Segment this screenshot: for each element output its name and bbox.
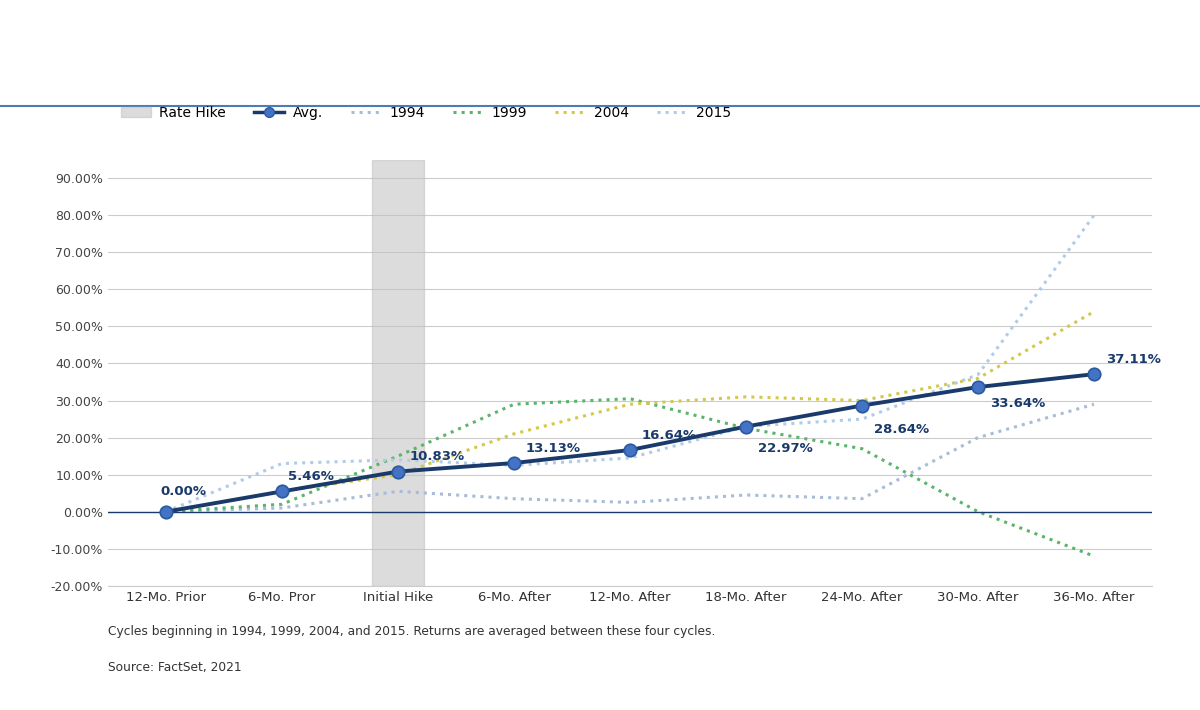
Bar [372, 160, 424, 586]
Text: 5.46%: 5.46% [288, 470, 334, 483]
Text: 10.83%: 10.83% [409, 450, 464, 463]
Text: 22.97%: 22.97% [757, 442, 812, 455]
Legend: Rate Hike, Avg., 1994, 1999, 2004, 2015: Rate Hike, Avg., 1994, 1999, 2004, 2015 [115, 101, 737, 126]
Text: Equity Returns Before and After Rate Hike Cycles: Equity Returns Before and After Rate Hik… [22, 50, 762, 78]
Text: Source: FactSet, 2021: Source: FactSet, 2021 [108, 661, 241, 674]
Text: 37.11%: 37.11% [1105, 353, 1160, 366]
Text: 16.64%: 16.64% [642, 429, 697, 442]
Text: 28.64%: 28.64% [874, 423, 929, 436]
Text: 13.13%: 13.13% [526, 442, 581, 454]
Text: 33.64%: 33.64% [990, 397, 1045, 410]
Text: Cycles beginning in 1994, 1999, 2004, and 2015. Returns are averaged between the: Cycles beginning in 1994, 1999, 2004, an… [108, 626, 715, 638]
Text: 0.00%: 0.00% [161, 485, 206, 498]
